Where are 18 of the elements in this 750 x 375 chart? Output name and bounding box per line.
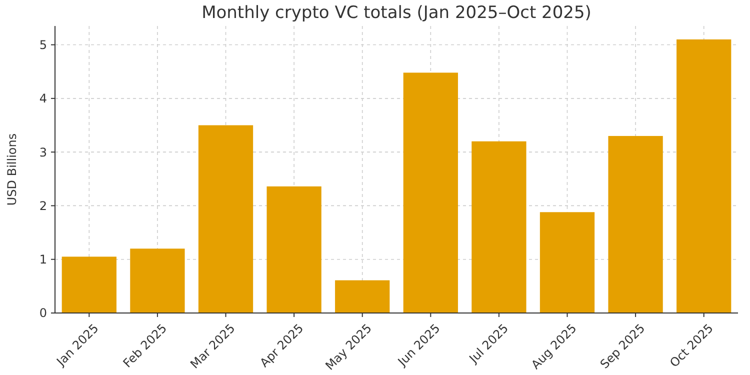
bar [266, 186, 322, 313]
y-tick-label: 1 [39, 252, 47, 267]
bar [198, 125, 254, 313]
y-tick-label: 0 [39, 306, 47, 320]
y-axis-title: USD Billions [5, 133, 19, 206]
y-tick-label: 3 [39, 145, 47, 160]
bar [335, 280, 390, 313]
bar [540, 212, 595, 313]
y-tick-label: 5 [39, 38, 47, 52]
bar [608, 136, 663, 313]
bar [472, 141, 526, 313]
bar [130, 248, 185, 313]
y-tick-label: 4 [39, 92, 47, 106]
bar [676, 39, 732, 313]
bar [403, 72, 458, 313]
chart-title: Monthly crypto VC totals (Jan 2025–Oct 2025) [202, 3, 592, 23]
y-tick-label: 2 [39, 198, 47, 213]
bar [62, 256, 116, 313]
